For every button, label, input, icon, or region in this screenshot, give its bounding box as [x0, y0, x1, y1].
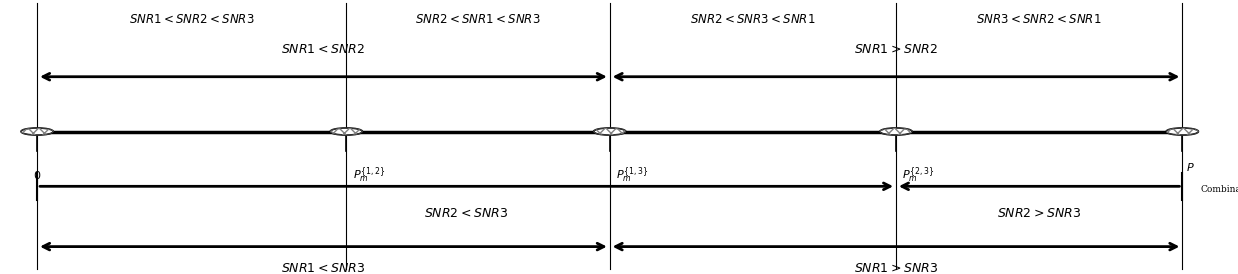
- Text: $SNR3 < SNR2 < SNR1$: $SNR3 < SNR2 < SNR1$: [977, 13, 1102, 26]
- Text: $0$: $0$: [33, 169, 41, 181]
- Circle shape: [880, 128, 912, 135]
- Text: $SNR2 < SNR3$: $SNR2 < SNR3$: [425, 207, 509, 220]
- Circle shape: [331, 128, 363, 135]
- Circle shape: [21, 128, 53, 135]
- Circle shape: [1166, 128, 1198, 135]
- Circle shape: [593, 128, 626, 135]
- Text: $SNR1 < SNR2$: $SNR1 < SNR2$: [281, 43, 365, 56]
- Text: $SNR2 < SNR3 < SNR1$: $SNR2 < SNR3 < SNR1$: [690, 13, 816, 26]
- Text: $SNR1 < SNR2 < SNR3$: $SNR1 < SNR2 < SNR3$: [129, 13, 255, 26]
- Text: $P_m^{\{1,2\}}$: $P_m^{\{1,2\}}$: [353, 165, 385, 185]
- Text: $SNR1 > SNR2$: $SNR1 > SNR2$: [854, 43, 938, 56]
- Text: $SNR2 > SNR3$: $SNR2 > SNR3$: [997, 207, 1081, 220]
- Text: $SNR1 > SNR3$: $SNR1 > SNR3$: [854, 262, 938, 274]
- Text: $P_m^{\{2,3\}}$: $P_m^{\{2,3\}}$: [903, 165, 935, 185]
- Text: $SNR1 < SNR3$: $SNR1 < SNR3$: [281, 262, 365, 274]
- Text: $P_m^{\{1,3\}}$: $P_m^{\{1,3\}}$: [617, 165, 649, 185]
- Text: Combination: Combination: [1201, 185, 1238, 193]
- Text: $SNR2 < SNR1 < SNR3$: $SNR2 < SNR1 < SNR3$: [415, 13, 541, 26]
- Text: $P$: $P$: [1186, 161, 1195, 173]
